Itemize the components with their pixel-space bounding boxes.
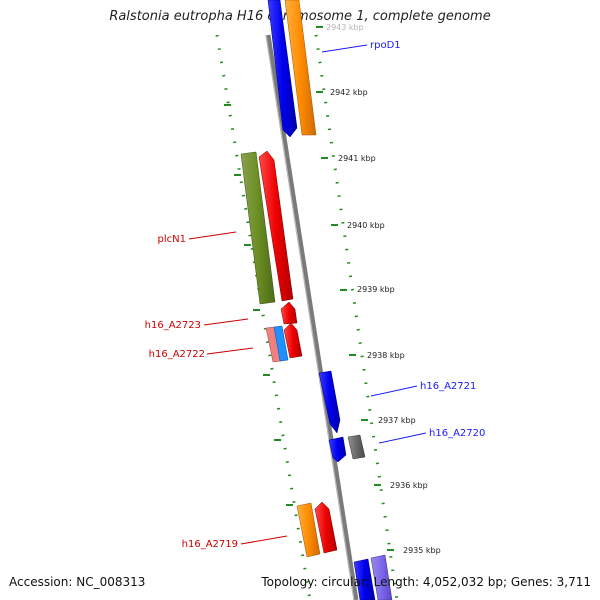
gene-arrow-h16_A2722-red[interactable] — [283, 322, 303, 359]
gc-skew-guide-inner — [215, 34, 312, 600]
gene-label-rpoD1[interactable]: rpoD1 — [370, 40, 401, 51]
tick-label-2942: 2942 kbp — [330, 88, 368, 97]
gene-arrow-h16_A2723[interactable] — [280, 301, 298, 325]
tick-label-2940: 2940 kbp — [347, 221, 385, 230]
gene-block-orange[interactable] — [284, 0, 317, 136]
leader-h16_A2719 — [240, 535, 288, 545]
gene-arrow-plcN1-red[interactable] — [258, 150, 294, 302]
gene-block-h16_A2722-cyan[interactable] — [273, 325, 289, 362]
accession-text: Accession: NC_008313 — [9, 575, 146, 589]
tick-label-2936: 2936 kbp — [390, 481, 428, 490]
tick-label-2941: 2941 kbp — [338, 154, 376, 163]
kbp-ticks — [224, 26, 394, 551]
leader-h16_A2720 — [378, 432, 427, 444]
gene-label-h16_A2719[interactable]: h16_A2719 — [182, 539, 238, 550]
tick-label-2937: 2937 kbp — [378, 416, 416, 425]
leader-rpoD1 — [321, 44, 368, 53]
gene-block-plcN1-olive[interactable] — [240, 151, 276, 305]
leader-h16_A2721 — [370, 385, 418, 397]
leader-h16_A2722 — [206, 347, 254, 355]
gene-block-purple-bottom[interactable] — [370, 554, 393, 600]
gene-block-h16_A2720-gray[interactable] — [347, 434, 366, 460]
gene-block-h16_A2719-orange[interactable] — [296, 502, 321, 558]
gc-skew-guide-outer — [314, 34, 399, 600]
gene-label-h16_A2720[interactable]: h16_A2720 — [429, 428, 485, 439]
gene-arrow-h16_A2720-blue[interactable] — [328, 436, 347, 463]
tick-label-2938: 2938 kbp — [367, 351, 405, 360]
tick-label-2939: 2939 kbp — [357, 285, 395, 294]
gene-arrow-h16_A2721[interactable] — [318, 370, 341, 434]
gene-block-blue-bottom[interactable] — [353, 558, 376, 600]
gene-label-h16_A2721[interactable]: h16_A2721 — [420, 381, 476, 392]
gene-label-plcN1[interactable]: plcN1 — [158, 234, 186, 245]
gene-arrow-h16_A2719-red[interactable] — [314, 501, 338, 554]
topology-text: Topology: circular; Length: 4,052,032 bp… — [261, 575, 591, 589]
gene-label-h16_A2722[interactable]: h16_A2722 — [149, 349, 205, 360]
tick-label-2935: 2935 kbp — [403, 546, 441, 555]
leader-plcN1 — [188, 231, 237, 240]
tick-label-2943: 2943 kbp — [326, 23, 364, 32]
gene-arrow-rpoD1-blue[interactable] — [267, 0, 298, 138]
leader-h16_A2723 — [203, 318, 249, 326]
gene-label-h16_A2723[interactable]: h16_A2723 — [145, 320, 201, 331]
